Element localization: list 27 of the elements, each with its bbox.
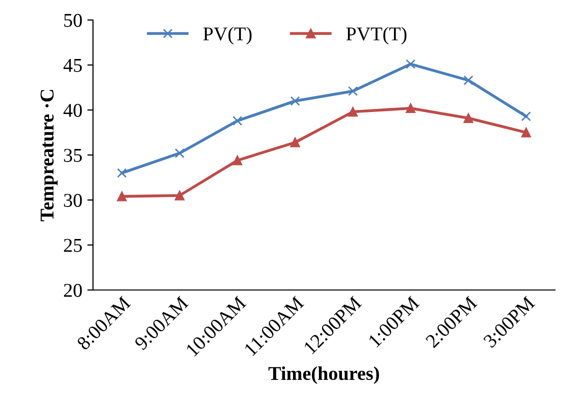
- y-tick-label: 30: [64, 194, 82, 207]
- x-axis-title: Time(houres): [268, 366, 379, 384]
- point: [290, 96, 300, 106]
- point: [348, 106, 358, 117]
- y-tick-label: 20: [64, 284, 82, 297]
- legend-label: PVT(T): [346, 26, 406, 44]
- point: [174, 190, 184, 200]
- y-tick-label: 45: [64, 58, 82, 72]
- point: [464, 75, 474, 86]
- point: [521, 111, 531, 122]
- point: [232, 116, 242, 126]
- y-tick-label: 40: [64, 104, 82, 117]
- point: [406, 103, 416, 114]
- y-tick-label: 25: [64, 238, 82, 252]
- point: [521, 128, 531, 138]
- y-tick-label: 50: [64, 14, 82, 27]
- point: [117, 168, 127, 178]
- point: [464, 113, 474, 123]
- point: [232, 156, 242, 166]
- point: [290, 138, 300, 148]
- point: [348, 86, 358, 96]
- y-tick-label: 35: [64, 148, 82, 162]
- point: [117, 192, 127, 202]
- y-axis-title: Tempreature ·C: [40, 90, 58, 222]
- legend-label: PV(T): [203, 26, 252, 44]
- point: [406, 59, 416, 69]
- point: [174, 148, 184, 158]
